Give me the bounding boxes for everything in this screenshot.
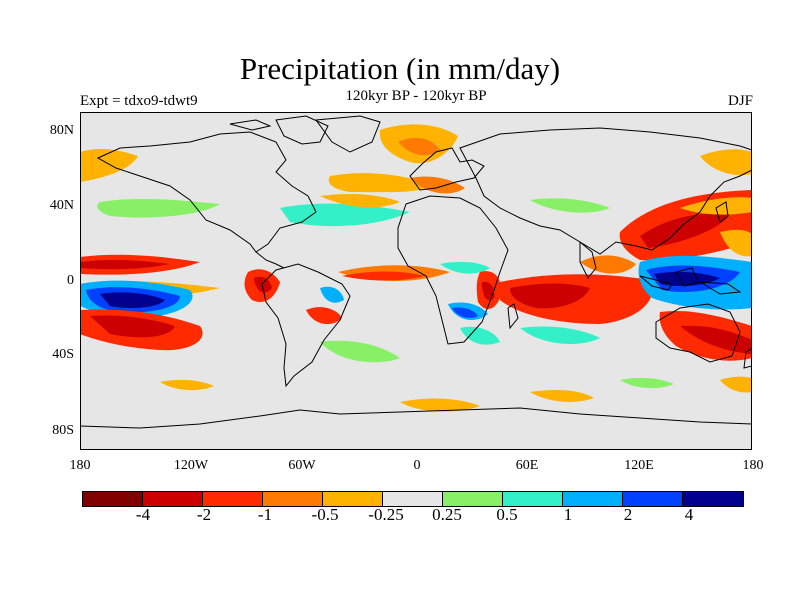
coastline bbox=[579, 240, 597, 279]
coastline bbox=[675, 267, 699, 287]
colorbar-label: 2 bbox=[623, 505, 633, 524]
anomaly-patch bbox=[490, 130, 568, 152]
anomaly-patch bbox=[640, 213, 730, 248]
coastline bbox=[699, 281, 742, 295]
anomaly-patch bbox=[90, 315, 175, 338]
anomaly-patch bbox=[520, 326, 600, 344]
x-tick-label: 120W bbox=[173, 458, 209, 473]
coastline bbox=[315, 115, 381, 153]
anomaly-patch bbox=[680, 197, 752, 215]
coastline bbox=[639, 275, 673, 291]
anomaly-patch bbox=[320, 340, 400, 363]
anomaly-patch bbox=[530, 198, 610, 213]
chart-title: Precipitation (in mm/day) bbox=[239, 51, 561, 86]
anomaly-patch bbox=[452, 307, 478, 318]
chart-subtitle: 120kyr BP - 120kyr BP bbox=[345, 88, 487, 104]
coastlines bbox=[80, 115, 752, 429]
anomaly-patch bbox=[100, 292, 165, 308]
anomaly-patch bbox=[80, 259, 170, 270]
colorbar-label: 1 bbox=[563, 505, 573, 524]
colorbar-swatch bbox=[443, 492, 503, 506]
y-tick-label: 80S bbox=[52, 423, 74, 438]
colorbar-label: -1 bbox=[257, 505, 273, 524]
anomaly-patch bbox=[400, 398, 480, 412]
anomaly-patch bbox=[306, 307, 342, 325]
colorbar-swatch bbox=[263, 492, 323, 506]
colorbar-swatch bbox=[203, 492, 263, 506]
colorbar-label: 0.5 bbox=[496, 505, 518, 524]
coastline bbox=[409, 147, 485, 191]
x-tick-label: 120E bbox=[624, 458, 654, 473]
coastline bbox=[255, 251, 285, 269]
x-tick-label: 180 bbox=[69, 458, 91, 473]
colorbar-swatch bbox=[323, 492, 383, 506]
anomaly-patch bbox=[700, 149, 752, 176]
coastline bbox=[261, 263, 351, 388]
colorbar-swatch bbox=[503, 492, 563, 506]
colorbar-swatch bbox=[383, 492, 443, 506]
x-tick-label: 0 bbox=[413, 458, 421, 473]
colorbar-label: -2 bbox=[196, 505, 212, 524]
colorbar-label: -0.5 bbox=[311, 505, 339, 524]
anomaly-patch bbox=[280, 203, 410, 227]
y-tick-label: 80N bbox=[49, 123, 74, 138]
season-label: DJF bbox=[727, 93, 753, 109]
coastline bbox=[743, 347, 752, 369]
coastline bbox=[229, 119, 272, 131]
anomaly-patch bbox=[160, 379, 214, 391]
x-tick-label: 60W bbox=[288, 458, 316, 473]
coastline bbox=[96, 131, 317, 253]
anomaly-patch bbox=[398, 137, 440, 156]
anomaly-patch bbox=[320, 286, 344, 303]
anomaly-patch bbox=[530, 390, 594, 402]
anomaly-patch bbox=[97, 198, 220, 218]
coastline bbox=[459, 127, 752, 255]
coastline bbox=[507, 303, 519, 330]
colorbar-label: 4 bbox=[684, 505, 694, 524]
colorbar-label: -4 bbox=[135, 505, 151, 524]
coastline bbox=[397, 195, 509, 345]
colorbar-swatch bbox=[563, 492, 623, 506]
colorbar-swatch bbox=[683, 492, 743, 506]
anomaly-patch bbox=[620, 377, 674, 389]
colorbar-label: 0.25 bbox=[432, 505, 462, 524]
anomaly-patch bbox=[510, 283, 590, 309]
x-tick-label: 60E bbox=[515, 458, 539, 473]
map-frame bbox=[80, 112, 752, 450]
colorbar bbox=[82, 491, 744, 507]
x-tick-label: 180 bbox=[742, 458, 764, 473]
anomaly-patch bbox=[320, 194, 400, 208]
anomaly-patch bbox=[482, 281, 495, 301]
colorbar-swatch bbox=[143, 492, 203, 506]
colorbar-swatch bbox=[623, 492, 683, 506]
y-tick-label: 0 bbox=[67, 273, 74, 288]
coastline bbox=[80, 407, 752, 429]
anomaly-patch bbox=[720, 229, 752, 257]
anomaly-patch bbox=[440, 261, 490, 274]
anomaly-fields bbox=[80, 124, 752, 412]
colorbar-label: -0.25 bbox=[368, 505, 404, 524]
coastline bbox=[655, 303, 741, 363]
y-tick-label: 40N bbox=[49, 198, 74, 213]
anomaly-patch bbox=[328, 173, 430, 193]
anomaly-patch bbox=[342, 271, 425, 281]
coastline bbox=[715, 201, 729, 223]
coastline bbox=[275, 115, 329, 145]
anomaly-patch bbox=[254, 276, 272, 293]
colorbar-swatch bbox=[83, 492, 143, 506]
anomaly-patch bbox=[720, 376, 752, 393]
experiment-label: Expt = tdxo9-tdwt9 bbox=[80, 93, 198, 109]
precipitation-map bbox=[80, 112, 752, 450]
anomaly-patch bbox=[680, 325, 752, 354]
y-tick-label: 40S bbox=[52, 347, 74, 362]
anomaly-patch bbox=[460, 326, 500, 345]
anomaly-patch bbox=[410, 176, 465, 194]
anomaly-patch bbox=[80, 149, 138, 182]
